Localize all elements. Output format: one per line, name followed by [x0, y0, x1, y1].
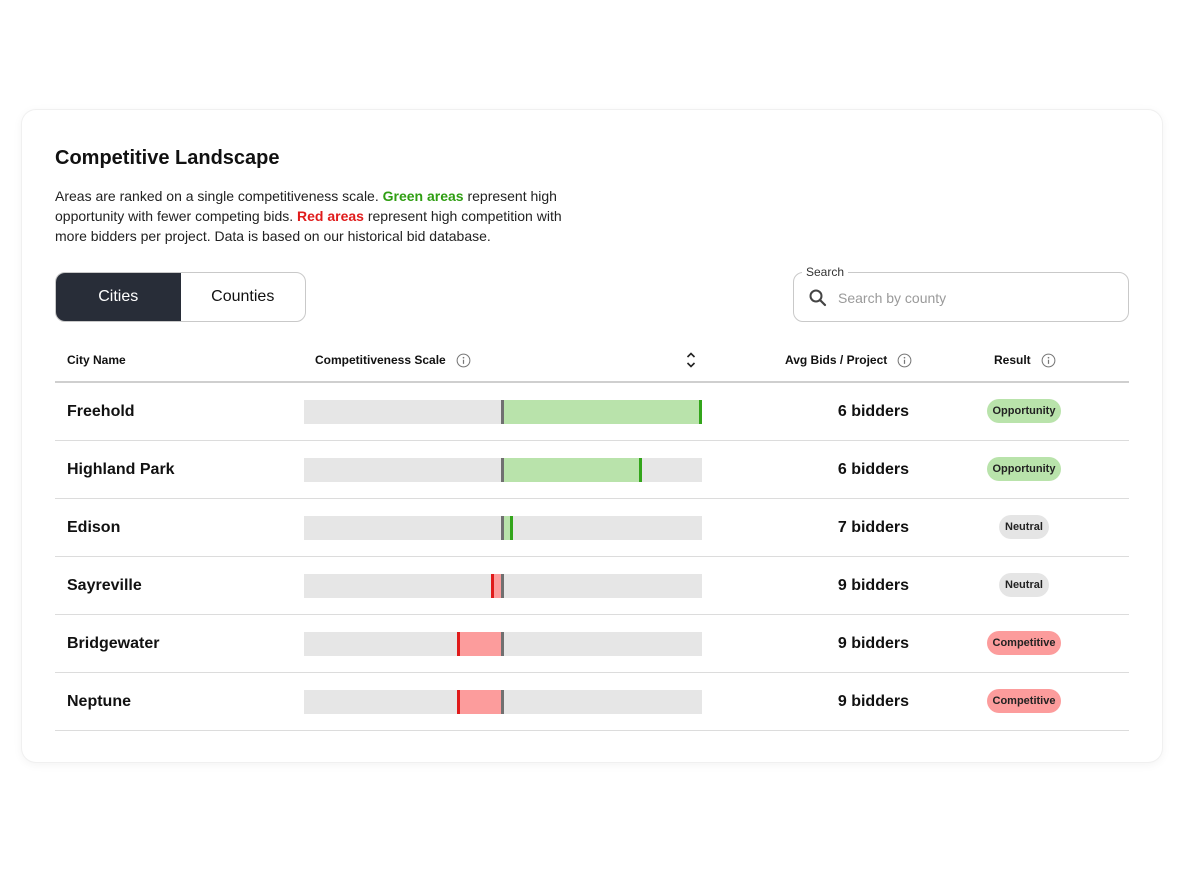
table-row[interactable]: Edison 7 bidders Neutral [55, 499, 1129, 557]
competition-fill [492, 574, 502, 598]
table-row[interactable]: Highland Park 6 bidders Opportunity [55, 441, 1129, 499]
opportunity-fill [502, 400, 700, 424]
info-icon[interactable] [1041, 353, 1056, 368]
competition-fill [458, 690, 502, 714]
info-icon[interactable] [897, 353, 912, 368]
scale-center-marker [501, 574, 504, 598]
column-header-result-label: Result [994, 353, 1031, 367]
avg-bids: 7 bidders [837, 518, 909, 536]
competitiveness-scale-bar [304, 458, 702, 482]
city-name: Neptune [67, 692, 131, 710]
scale-center-marker [501, 400, 504, 424]
search-field: Search [793, 265, 1129, 322]
city-name: Bridgewater [67, 634, 160, 652]
city-name: Edison [67, 518, 121, 536]
description-text: represent high opportunity with fewer co… [55, 188, 557, 224]
info-icon[interactable] [456, 353, 471, 368]
competitiveness-scale-bar [304, 516, 702, 540]
scale-center-marker [501, 458, 504, 482]
city-name: Highland Park [67, 460, 175, 478]
table-row[interactable]: Neptune 9 bidders Competitive [55, 673, 1129, 731]
scale-value-marker [698, 400, 702, 424]
column-header-scale[interactable]: Competitiveness Scale [315, 338, 471, 382]
search-label: Search [802, 265, 849, 279]
avg-bids: 9 bidders [837, 576, 909, 594]
result-badge: Opportunity [986, 457, 1062, 481]
description-text: Areas are ranked on a single competitive… [55, 188, 383, 204]
opportunity-fill [502, 516, 512, 540]
avg-bids: 9 bidders [837, 692, 909, 710]
result-badge: Neutral [999, 573, 1049, 597]
result-badge: Competitive [986, 631, 1062, 655]
result-badge: Competitive [986, 689, 1062, 713]
competitiveness-scale-bar [304, 574, 702, 598]
description-red-highlight: Red areas [297, 208, 364, 224]
competitiveness-scale-bar [304, 400, 702, 424]
table-row[interactable]: Freehold 6 bidders Opportunity [55, 383, 1129, 441]
toggle-counties[interactable]: Counties [211, 288, 275, 305]
search-icon [809, 289, 827, 307]
column-header-city-label: City Name [67, 353, 126, 367]
scale-center-marker [501, 632, 504, 656]
avg-bids: 6 bidders [837, 460, 909, 478]
opportunity-fill [502, 458, 641, 482]
avg-bids: 6 bidders [837, 402, 909, 420]
city-name: Sayreville [67, 576, 142, 594]
result-badge: Neutral [999, 515, 1049, 539]
avg-bids: 9 bidders [837, 634, 909, 652]
sort-icon[interactable] [684, 351, 698, 369]
competition-fill [458, 632, 502, 656]
scale-value-marker [639, 458, 643, 482]
table-row[interactable]: Sayreville 9 bidders Neutral [55, 557, 1129, 615]
scale-value-marker [510, 516, 514, 540]
scale-center-marker [501, 516, 504, 540]
competitiveness-scale-bar [304, 632, 702, 656]
table-row[interactable]: Bridgewater 9 bidders Competitive [55, 615, 1129, 673]
description: Areas are ranked on a single competitive… [55, 186, 595, 246]
scale-value-marker [490, 574, 494, 598]
page-title: Competitive Landscape [55, 147, 280, 169]
city-name: Freehold [67, 402, 135, 420]
competitiveness-scale-bar [304, 690, 702, 714]
competitive-landscape-card: Competitive Landscape Areas are ranked o… [22, 110, 1162, 762]
scale-center-marker [501, 690, 504, 714]
result-badge: Opportunity [986, 399, 1062, 423]
column-header-city[interactable]: City Name [67, 338, 126, 382]
toggle-cities[interactable]: Cities [56, 273, 181, 321]
table-header: City Name Competitiveness Scale Avg Bids… [55, 338, 1129, 383]
scale-value-marker [456, 632, 460, 656]
description-text: represent high competition with more bid… [55, 208, 562, 244]
scale-value-marker [456, 690, 460, 714]
search-input[interactable] [838, 285, 1108, 311]
column-header-bids-label: Avg Bids / Project [785, 353, 888, 367]
column-header-bids[interactable]: Avg Bids / Project [785, 338, 912, 382]
description-green-highlight: Green areas [382, 188, 464, 204]
column-header-scale-label: Competitiveness Scale [315, 353, 446, 367]
column-header-result[interactable]: Result [994, 338, 1056, 382]
cities-counties-toggle: Cities Counties [55, 272, 306, 322]
